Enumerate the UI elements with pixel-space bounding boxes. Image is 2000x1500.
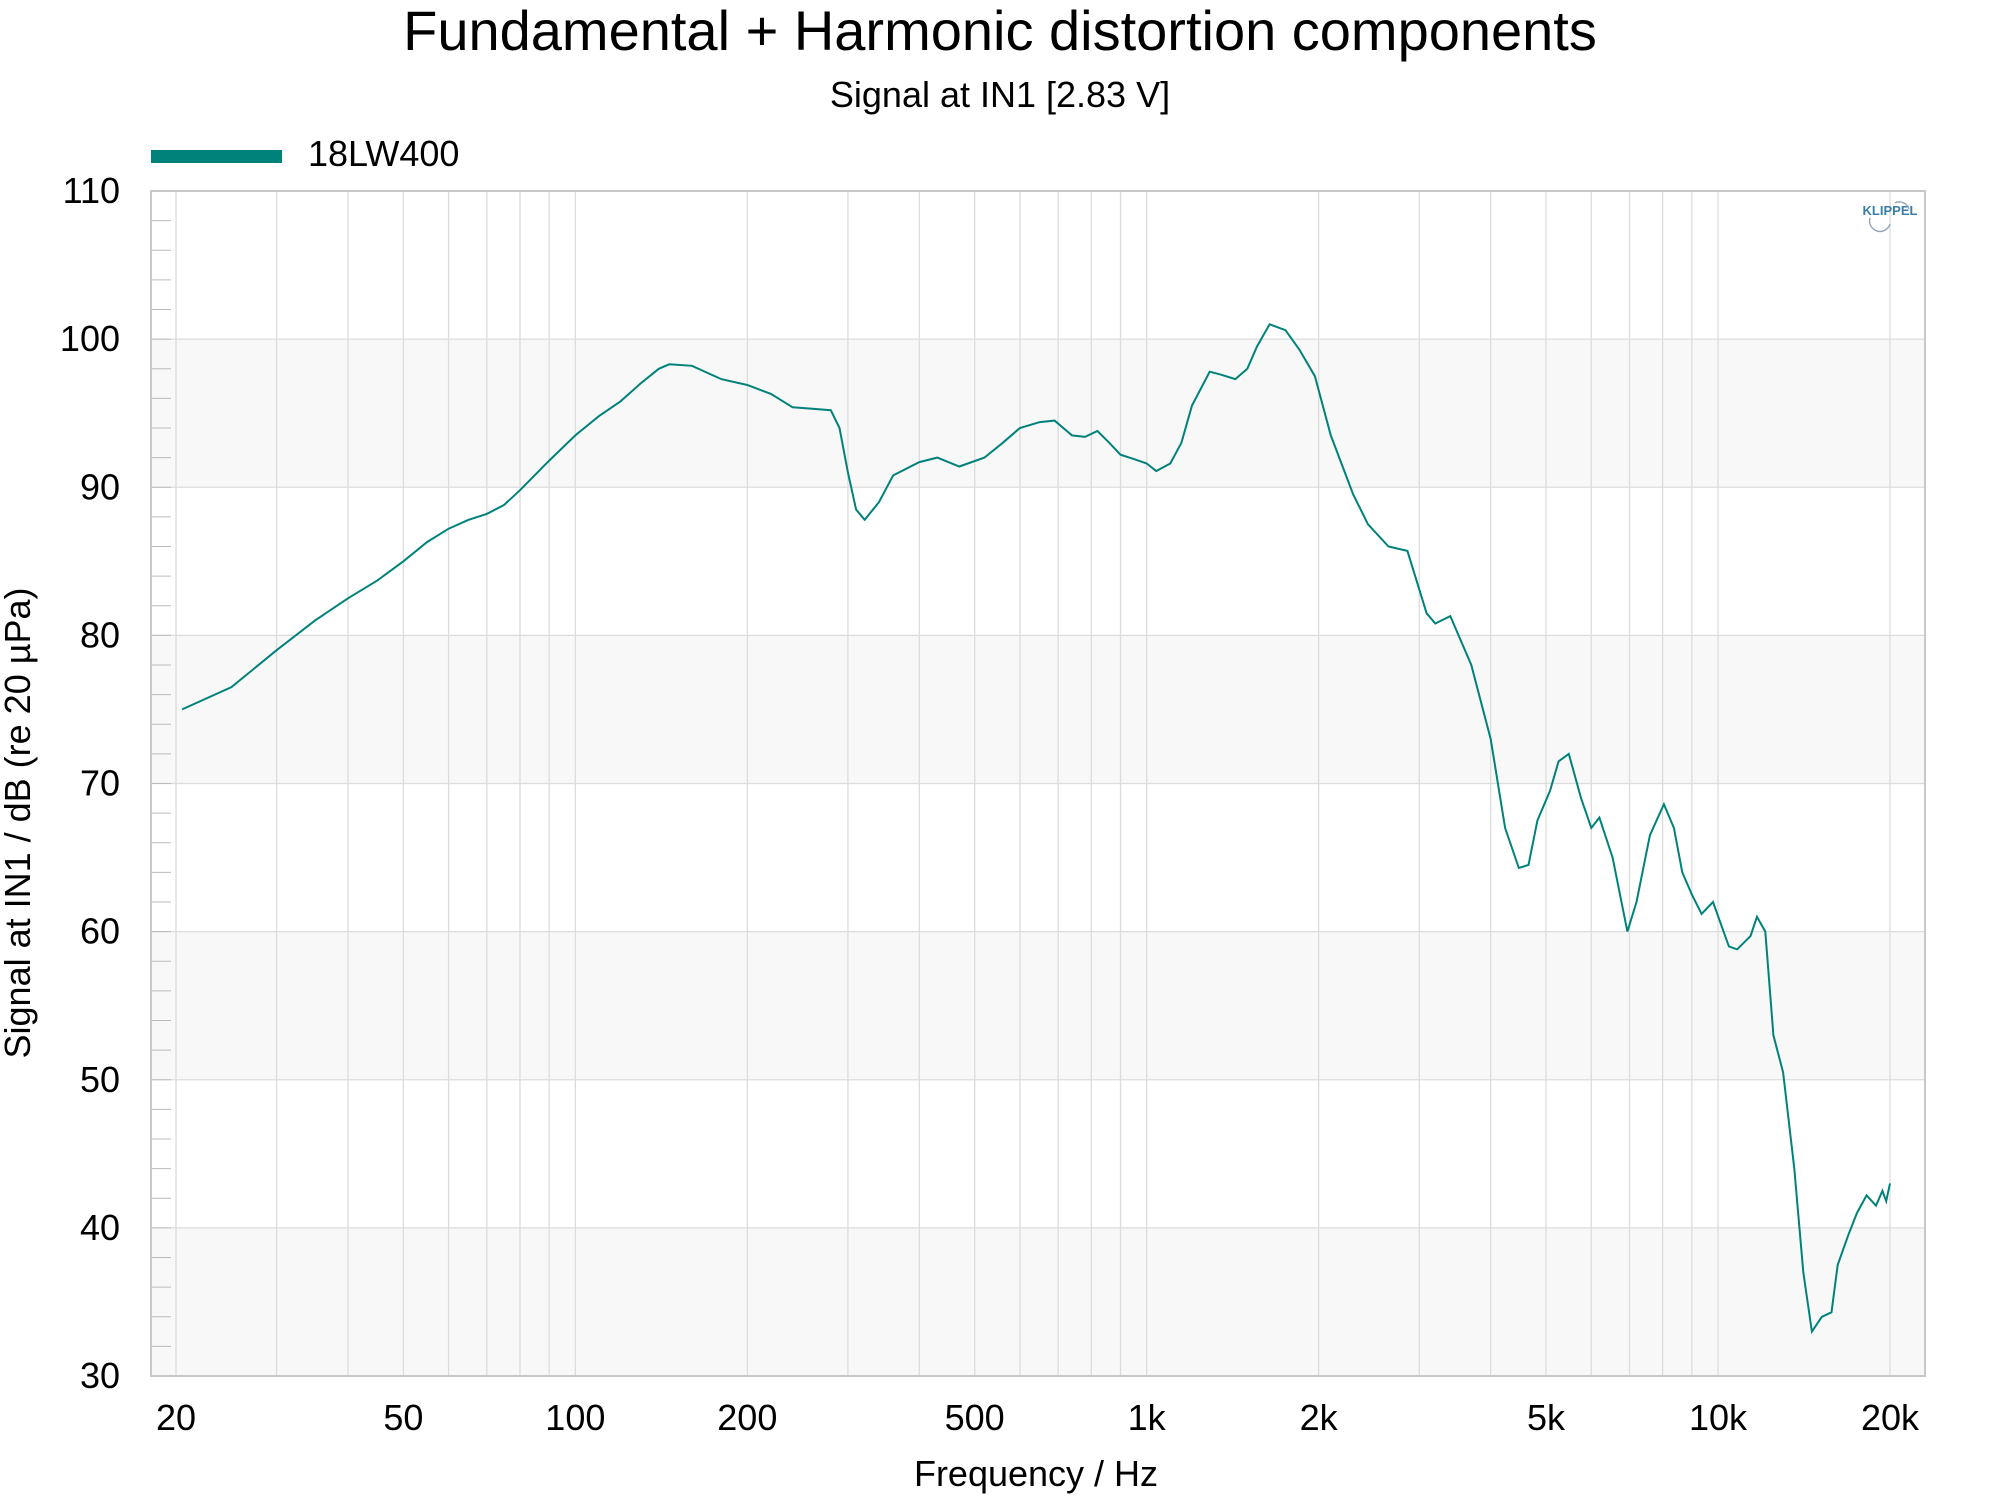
klippel-logo: KLIPPEL bbox=[1863, 201, 1918, 233]
background-band bbox=[151, 635, 1925, 784]
y-tick-label: 40 bbox=[80, 1207, 120, 1248]
background-band bbox=[151, 931, 1925, 1080]
y-tick-label: 70 bbox=[80, 763, 120, 804]
x-tick-label: 200 bbox=[717, 1397, 777, 1438]
x-tick-label: 20 bbox=[156, 1397, 196, 1438]
x-tick-label: 10k bbox=[1689, 1397, 1748, 1438]
y-tick-label: 90 bbox=[80, 466, 120, 507]
legend-swatch bbox=[151, 150, 282, 163]
chart-title: Fundamental + Harmonic distortion compon… bbox=[403, 0, 1597, 62]
y-tick-label: 50 bbox=[80, 1059, 120, 1100]
background-band bbox=[151, 339, 1925, 488]
y-tick-label: 60 bbox=[80, 911, 120, 952]
y-tick-label: 110 bbox=[63, 170, 120, 211]
y-tick-label: 80 bbox=[80, 614, 120, 655]
legend-label: 18LW400 bbox=[308, 133, 459, 174]
x-tick-label: 20k bbox=[1861, 1397, 1920, 1438]
svg-text:KLIPPEL: KLIPPEL bbox=[1863, 203, 1918, 218]
chart-subtitle: Signal at IN1 [2.83 V] bbox=[830, 74, 1170, 115]
y-tick-label: 100 bbox=[60, 318, 120, 359]
y-axis-label: Signal at IN1 / dB (re 20 µPa) bbox=[0, 588, 38, 1059]
x-tick-label: 1k bbox=[1128, 1397, 1167, 1438]
x-tick-label: 500 bbox=[945, 1397, 1005, 1438]
plot-frame bbox=[150, 190, 1926, 1377]
background-band bbox=[151, 1227, 1925, 1376]
x-tick-label: 5k bbox=[1527, 1397, 1566, 1438]
y-tick-label: 30 bbox=[80, 1355, 120, 1396]
x-axis-label: Frequency / Hz bbox=[914, 1453, 1158, 1494]
x-tick-label: 2k bbox=[1300, 1397, 1339, 1438]
series-line-18LW400 bbox=[181, 323, 1891, 1335]
x-tick-label: 100 bbox=[545, 1397, 605, 1438]
x-tick-label: 50 bbox=[383, 1397, 423, 1438]
